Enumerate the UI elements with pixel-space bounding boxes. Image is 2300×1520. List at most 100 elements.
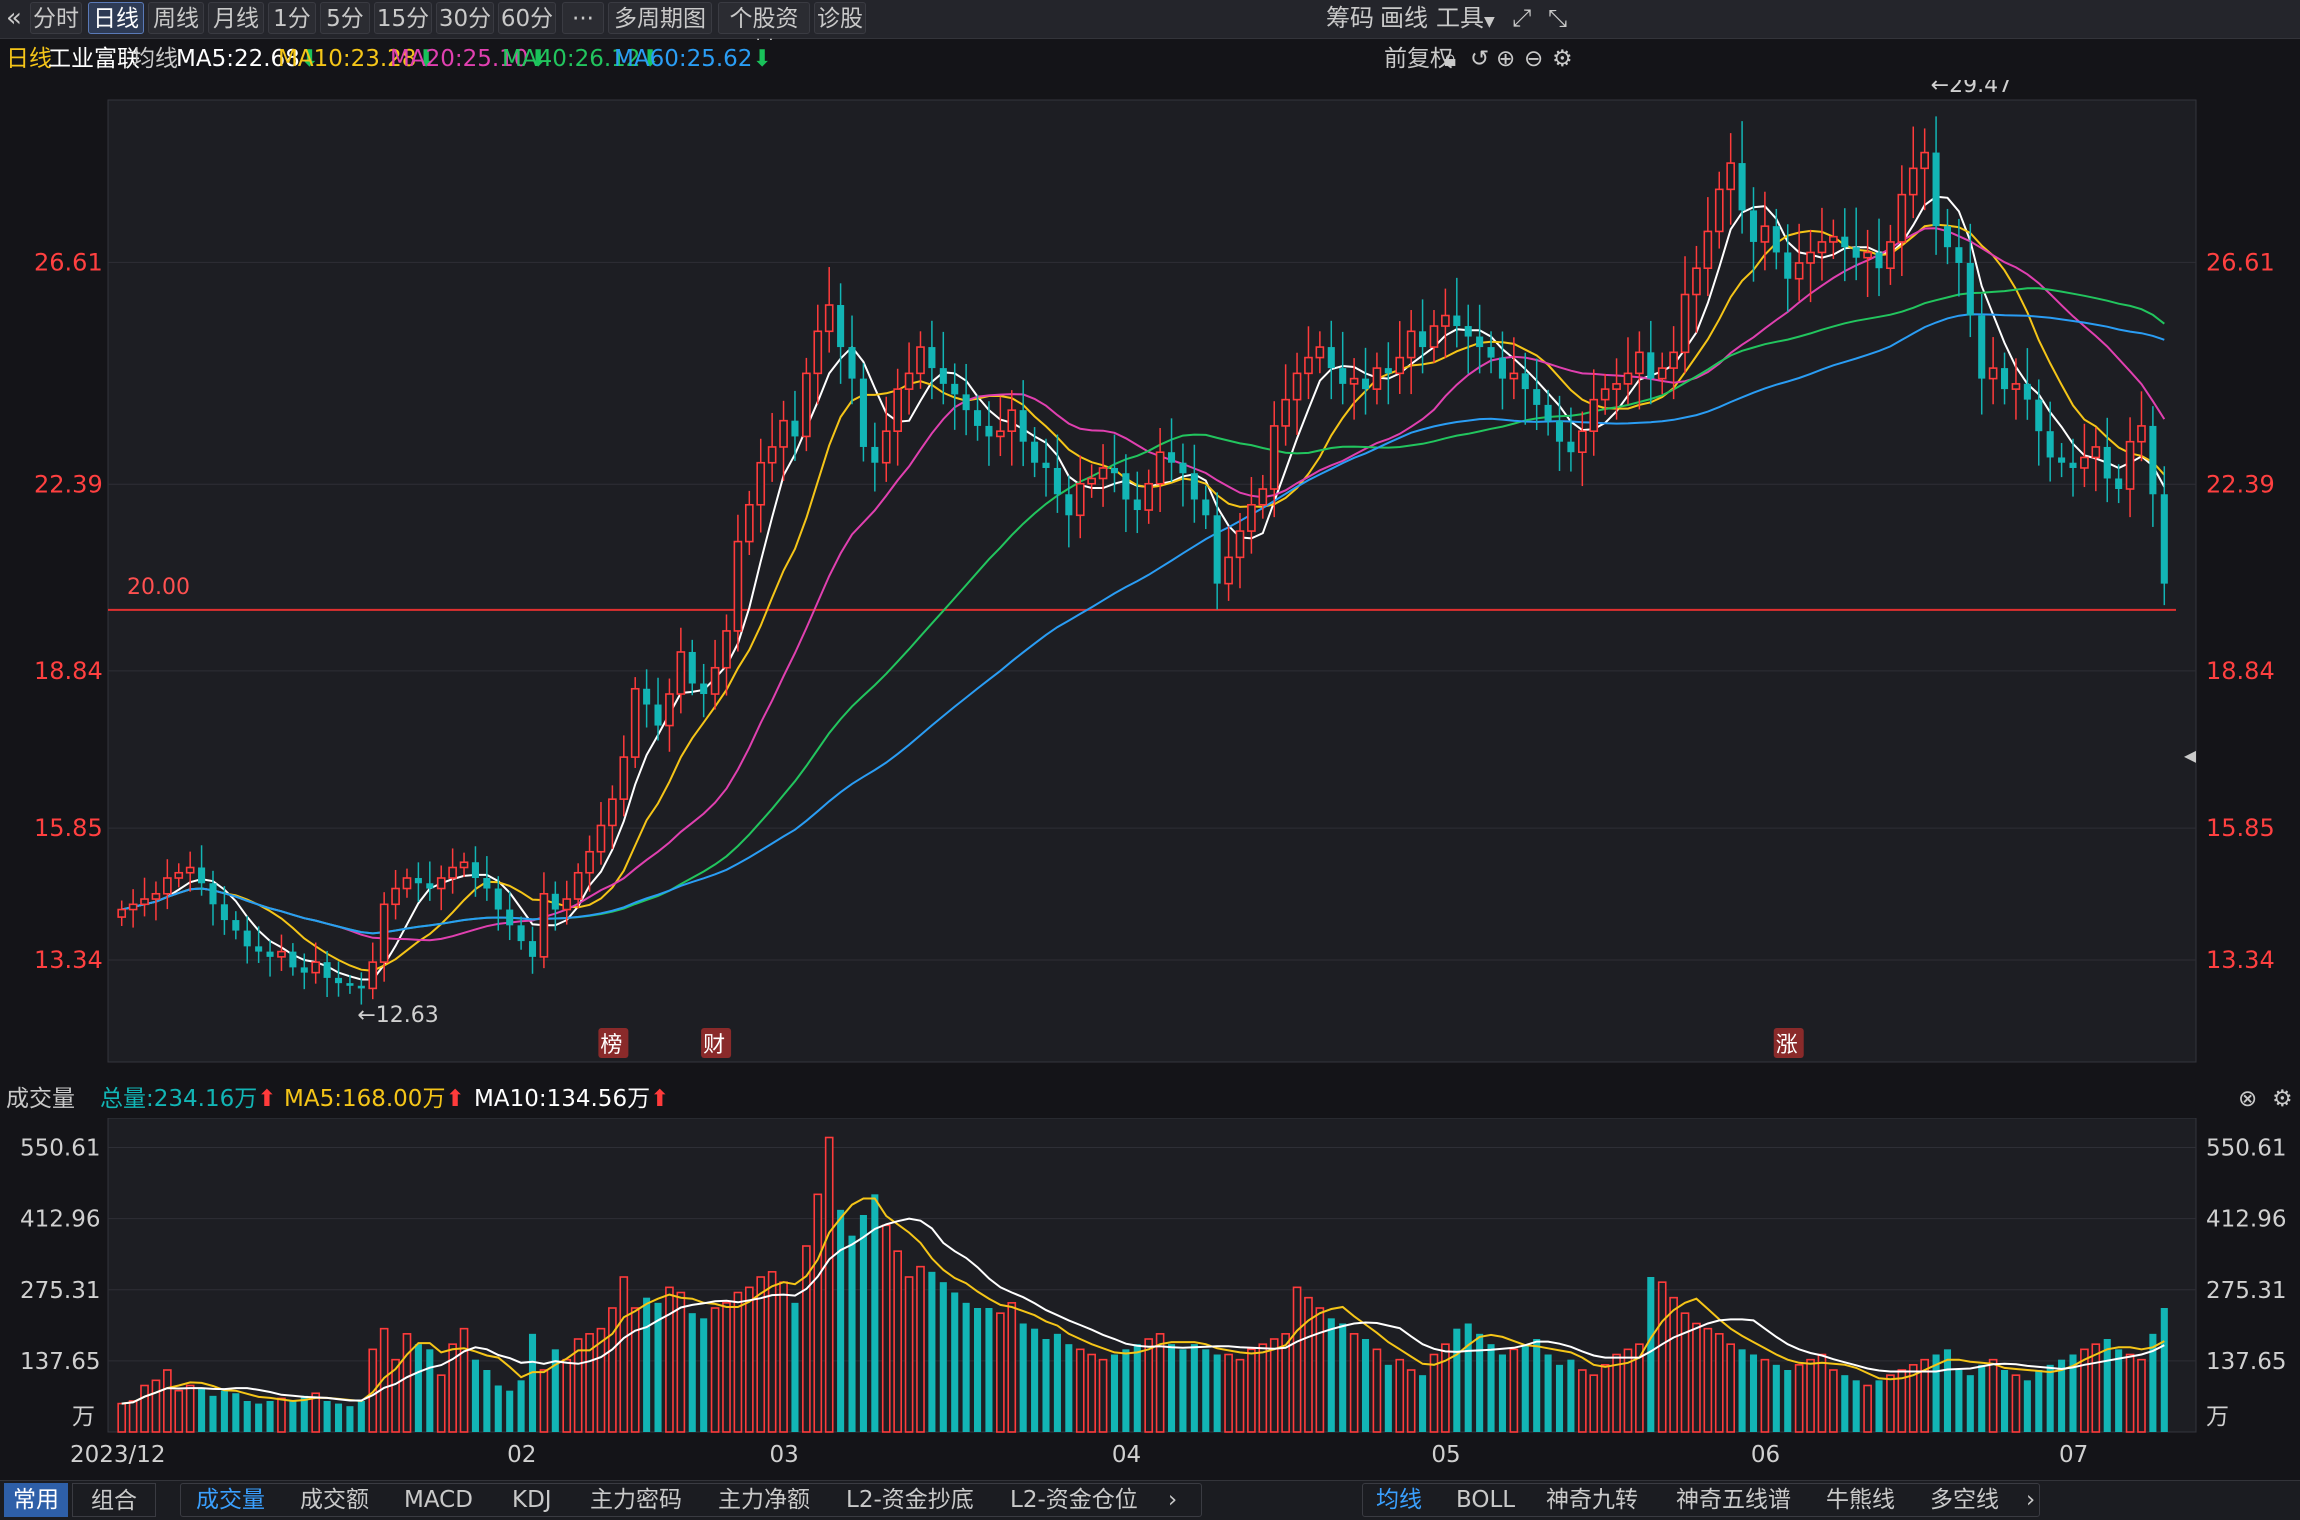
volume-bar-down [2103,1339,2111,1432]
multi-period-dropdown[interactable]: 多周期图 ⌄ [608,2,712,64]
candle-body-down [859,378,867,447]
chips-button[interactable]: 筹码 [1326,4,1374,32]
lock-icon[interactable]: 🔒︎ [1444,46,1457,72]
candle-body-down [1476,336,1484,348]
volume-bar-up [1714,1333,1724,1433]
period-tab-monthly[interactable]: 月线 [208,2,264,34]
volume-bar-up [756,1276,766,1433]
indicator-tab-l2-bottom[interactable]: L2-资金抄底 [846,1487,974,1513]
zoom-out-icon[interactable]: ⊖ [1524,46,1544,72]
period-tab-fenshi[interactable]: 分时 [30,2,82,34]
volume-bar-up [916,1265,925,1433]
indicator-tab-kdj[interactable]: KDJ [512,1487,552,1513]
zoom-in-icon[interactable]: ⊕ [1496,46,1516,72]
volume-bar-down [700,1318,708,1432]
more-icon[interactable]: ··· [562,2,604,34]
indicator-tab-macd[interactable]: MACD [404,1487,473,1513]
candle-body-down [2035,399,2043,432]
period-tab-1min[interactable]: 1分 [268,2,316,34]
candle-body-up [1886,241,1895,270]
candle-body-down [1875,252,1883,269]
candle-body-up [1224,556,1233,585]
undo-icon[interactable]: ↺ [1470,46,1490,72]
volume-bar-up [1281,1333,1290,1433]
candle-body-up [2137,425,2146,443]
close-volume-icon[interactable]: ⊗ [2238,1086,2258,1112]
candle-body-up [813,330,823,375]
candle-body-up [744,503,754,543]
candle-body-down [939,368,947,384]
candle-body-up [1098,467,1108,480]
stock-name[interactable]: 工业富联 [48,46,140,72]
volume-bar-down [2160,1308,2168,1432]
high-price-label: ←29.47 [1931,80,2012,98]
volume-settings-gear-icon[interactable]: ⚙ [2272,1086,2293,1112]
volume-bar-up [1657,1281,1667,1433]
volume-bar-down [1738,1349,1746,1432]
volume-bar-up [596,1327,606,1433]
candle-body-down [506,909,514,926]
up-arrow-icon: ⬆ [445,1086,465,1112]
volume-bar-up [1794,1364,1804,1433]
overlay-tab-bull-bear[interactable]: 牛熊线 [1826,1487,1895,1513]
kline-chart[interactable]: 20.00 13.34 13.34 15.85 15.85 18.84 18.84 22.3… [0,80,2300,1080]
volume-bar-down [939,1282,947,1432]
chevron-right-icon[interactable]: › [1168,1487,1178,1513]
candle-body-down [1464,326,1472,337]
candle-body-up [996,430,1005,438]
period-tab-5min[interactable]: 5分 [320,2,370,34]
candle-body-up [1600,388,1610,401]
diagnose-button[interactable]: 诊股 [814,2,866,34]
price-tick-right: 26.61 [2206,248,2275,276]
volume-bar-down [494,1385,502,1432]
period-tab-30min[interactable]: 30分 [436,2,494,34]
candle-body-down [255,946,263,952]
volume-bar-down [2149,1333,2157,1432]
period-tab-60min[interactable]: 60分 [498,2,556,34]
volume-title[interactable]: 成交量 [6,1086,75,1112]
tab-combo[interactable]: 组合 [72,1483,156,1517]
indicator-tab-turnover[interactable]: 成交额 [300,1487,369,1513]
volume-bar-down [1065,1344,1073,1432]
candle-body-up [1680,293,1690,354]
candle-body-down [517,925,525,942]
candle-body-down [1213,515,1221,584]
overlay-tab-nine[interactable]: 神奇九转 [1546,1487,1638,1513]
volume-bar-down [483,1370,491,1432]
volume-bar-down [1784,1370,1792,1432]
period-tab-weekly[interactable]: 周线 [148,2,204,34]
fullscreen-icon[interactable]: ⤢ [1512,4,1532,32]
volume-bar-down [414,1344,422,1432]
adjust-mode-button[interactable]: 前复权 [1384,46,1453,72]
overlay-tab-ma[interactable]: 均线 [1376,1487,1422,1513]
indicator-tab-main-net[interactable]: 主力净额 [718,1487,810,1513]
settings-gear-icon[interactable]: ⚙ [1552,46,1573,72]
expand-corner-icon[interactable]: ⤡ [1548,4,1568,32]
chevron-right-icon[interactable]: › [2026,1487,2036,1513]
overlay-tab-boll[interactable]: BOLL [1456,1487,1516,1513]
indicator-tab-main-code[interactable]: 主力密码 [590,1487,682,1513]
ma20-line [121,227,2166,942]
period-tab-daily[interactable]: 日线 [88,2,144,34]
volume-bar-down [1749,1354,1758,1432]
candle-body-up [596,824,606,853]
volume-bar-up [608,1307,617,1433]
volume-bar-up [1372,1348,1382,1433]
candle-body-up [722,630,731,669]
stock-info-button[interactable]: 个股资料 [718,2,810,64]
indicator-tab-volume[interactable]: 成交量 [196,1487,265,1513]
tab-common[interactable]: 常用 [4,1483,68,1517]
period-tab-15min[interactable]: 15分 [374,2,432,34]
indicator-tab-l2-position[interactable]: L2-资金仓位 [1010,1487,1138,1513]
double-chevron-left-icon[interactable]: « [6,3,22,33]
volume-ma5-text: MA5:168.00万 [284,1086,446,1112]
ma-title[interactable]: 均线 [132,46,178,72]
draw-line-button[interactable]: 画线 [1380,4,1428,32]
volume-bar-up [1315,1307,1325,1433]
volume-tick-right: 412.96 [2206,1207,2286,1233]
volume-bar-up [1988,1358,1998,1433]
tools-dropdown[interactable]: 工具▼ [1436,2,1495,34]
overlay-tab-long-short[interactable]: 多空线 [1930,1487,1999,1513]
volume-chart[interactable]: 137.65 137.65 275.31 275.31 412.96 412.96 550.… [0,1118,2300,1480]
overlay-tab-five-line[interactable]: 神奇五线谱 [1676,1487,1791,1513]
